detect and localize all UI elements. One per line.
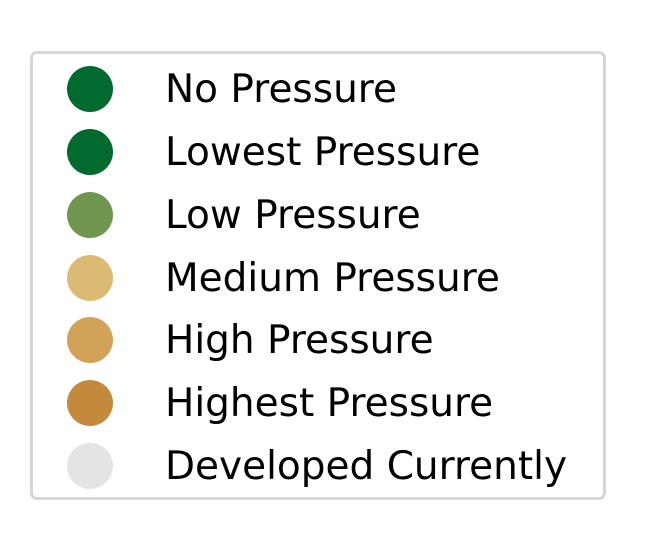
legend-swatch-highest-pressure xyxy=(67,380,113,426)
legend-swatch-high-pressure xyxy=(67,317,113,363)
legend-item-no-pressure: No Pressure xyxy=(33,64,603,116)
legend-item-medium-pressure: Medium Pressure xyxy=(33,253,603,305)
legend-label-highest-pressure: Highest Pressure xyxy=(165,381,494,426)
legend-swatch-low-pressure xyxy=(67,192,113,238)
legend-item-developed-currently: Developed Currently xyxy=(33,441,603,493)
legend-swatch-developed-currently xyxy=(67,443,113,489)
legend-label-high-pressure: High Pressure xyxy=(165,318,434,363)
pressure-legend: No Pressure Lowest Pressure Low Pressure… xyxy=(30,51,606,500)
legend-swatch-lowest-pressure xyxy=(67,129,113,175)
legend-label-no-pressure: No Pressure xyxy=(165,67,397,112)
legend-item-low-pressure: Low Pressure xyxy=(33,190,603,242)
legend-item-lowest-pressure: Lowest Pressure xyxy=(33,127,603,179)
legend-label-medium-pressure: Medium Pressure xyxy=(165,256,500,301)
legend-item-high-pressure: High Pressure xyxy=(33,315,603,367)
legend-swatch-medium-pressure xyxy=(67,255,113,301)
legend-label-low-pressure: Low Pressure xyxy=(165,193,421,238)
legend-swatch-no-pressure xyxy=(67,66,113,112)
legend-label-developed-currently: Developed Currently xyxy=(165,444,568,489)
legend-label-lowest-pressure: Lowest Pressure xyxy=(165,130,481,175)
legend-item-highest-pressure: Highest Pressure xyxy=(33,378,603,430)
